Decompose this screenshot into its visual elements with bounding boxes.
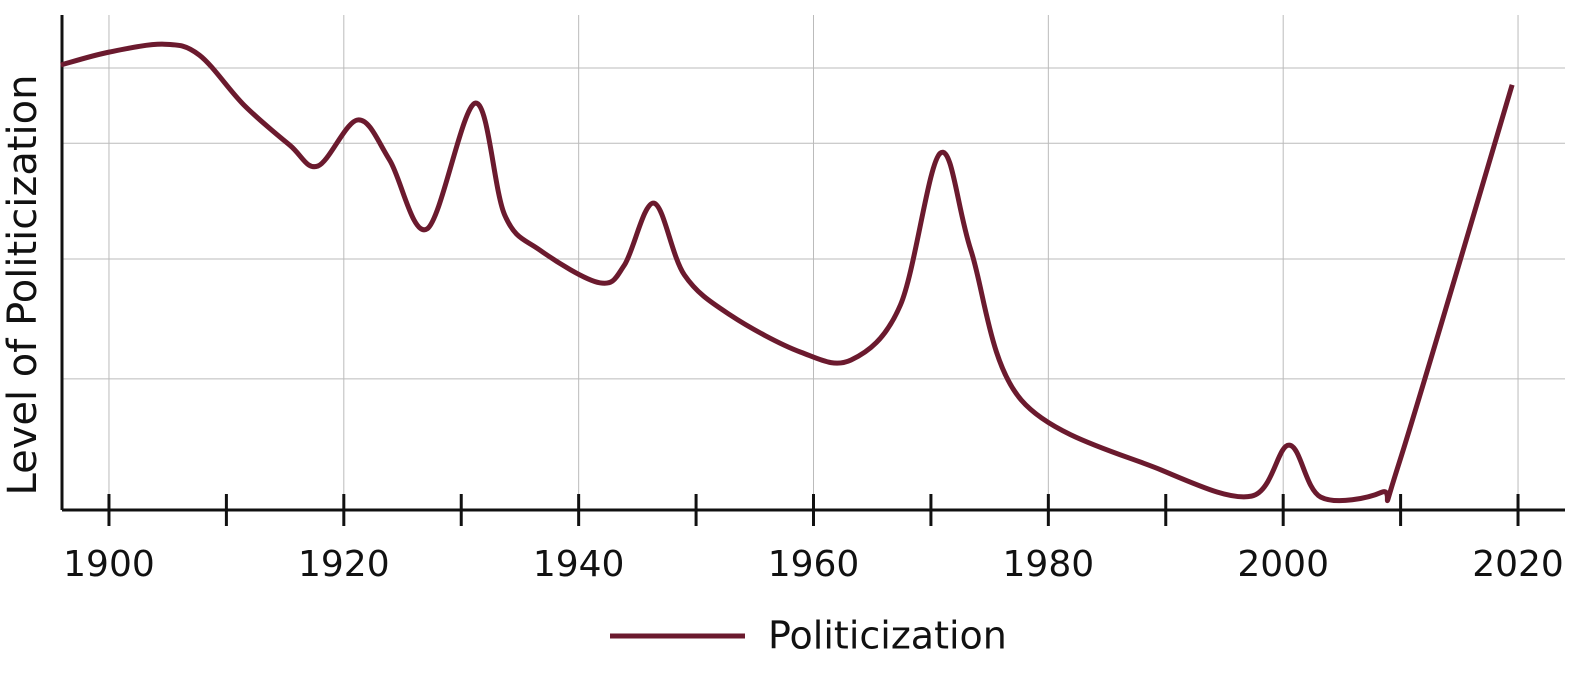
y-axis-label: Level of Politicization bbox=[0, 75, 46, 496]
x-tick-label: 2020 bbox=[1472, 544, 1564, 585]
x-tick-label: 1980 bbox=[1003, 544, 1095, 585]
x-tick-label: 1920 bbox=[298, 544, 390, 585]
x-tick-label: 1960 bbox=[768, 544, 860, 585]
x-tick-label: 1940 bbox=[533, 544, 625, 585]
legend-label: Politicization bbox=[768, 614, 1007, 658]
x-tick-label: 2000 bbox=[1237, 544, 1329, 585]
x-tick-label: 1900 bbox=[63, 544, 155, 585]
data-line bbox=[60, 41, 1515, 504]
